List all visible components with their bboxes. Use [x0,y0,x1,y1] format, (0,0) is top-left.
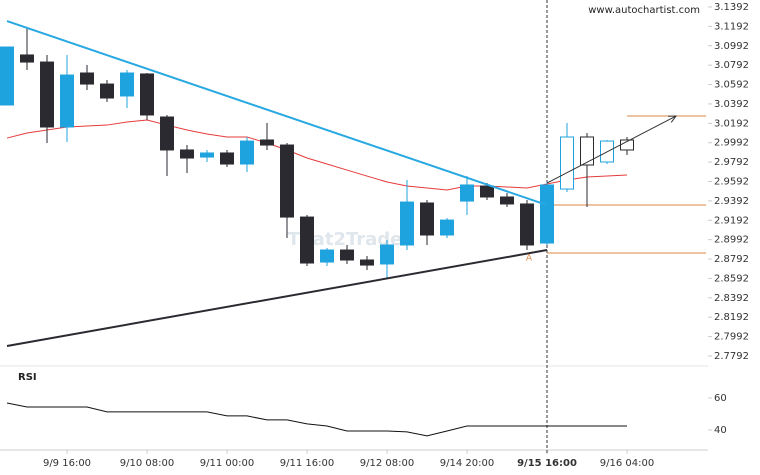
y-tick-label: 2.7992 [714,332,749,343]
candle-body [360,259,374,266]
y-tick-label: 2.9792 [714,157,749,168]
y-tick-label: 2.9992 [714,138,749,149]
candle-body [180,149,194,159]
candle-body [420,202,434,236]
y-tick-label: 3.0992 [714,41,749,52]
y-tick-label: 2.9392 [714,196,749,207]
x-tick-label: 9/15 16:00 [517,458,577,469]
candle-body [80,72,94,85]
candle-body [540,184,554,244]
y-tick-label: 3.0392 [714,99,749,110]
arrow-head [667,115,678,123]
candle-body [260,139,274,146]
x-tick-label: 9/14 20:00 [440,458,494,469]
candle-body [220,152,234,165]
candle-body [20,54,34,63]
candle-body [140,73,154,116]
y-tick-label: 2.7792 [714,351,749,362]
candle-body [280,144,294,218]
y-tick-label: 2.9192 [714,215,749,226]
candle-body [500,196,514,205]
x-tick-label: 9/9 16:00 [43,458,91,469]
y-tick-label: 3.1192 [714,21,749,32]
y-tick-label: 3.0592 [714,80,749,91]
candle-body [480,185,494,198]
candle-body [380,244,394,265]
candle-body [40,61,54,128]
candle-body [120,72,134,97]
forecast-arrow [546,115,677,184]
candle-body [560,136,574,190]
rsi-line [6,402,627,437]
candle-body [400,201,414,246]
candle-body [520,203,534,246]
rsi-tick-label: 60 [714,393,727,404]
candle-body [0,46,14,106]
candle-body [580,136,594,166]
trendline [6,249,548,347]
candle-body [340,249,354,261]
y-tick-label: 2.8992 [714,235,749,246]
moving-average [6,119,628,191]
candle-body [100,83,114,99]
candle-body [320,249,334,263]
pattern-label: A [526,254,533,264]
y-tick-label: 3.0792 [714,60,749,71]
candle-body [300,216,314,264]
candle-body [200,152,214,158]
x-tick-label: 9/12 08:00 [360,458,414,469]
candle-body [440,219,454,236]
source: www.autochartist.com [588,5,700,16]
x-tick-label: 9/10 08:00 [120,458,174,469]
y-tick-label: 2.8392 [714,293,749,304]
x-tick-label: 9/11 16:00 [280,458,334,469]
watermark: That2Trade [288,229,403,250]
rsi-tick-label: 40 [714,425,727,436]
x-tick-label: 9/16 04:00 [600,458,654,469]
y-tick-label: 2.8192 [714,312,749,323]
candle-body [460,184,474,202]
candle-body [160,116,174,151]
y-tick-label: 2.8592 [714,273,749,284]
x-tick-label: 9/11 00:00 [200,458,254,469]
y-tick-label: 2.9592 [714,176,749,187]
y-tick-label: 3.1392 [714,2,749,13]
candle-body [240,140,254,165]
trendline [6,20,548,206]
rsi-label: RSI [18,372,37,383]
y-tick-label: 3.0192 [714,118,749,129]
y-tick-label: 2.8792 [714,254,749,265]
candle-body [60,74,74,128]
